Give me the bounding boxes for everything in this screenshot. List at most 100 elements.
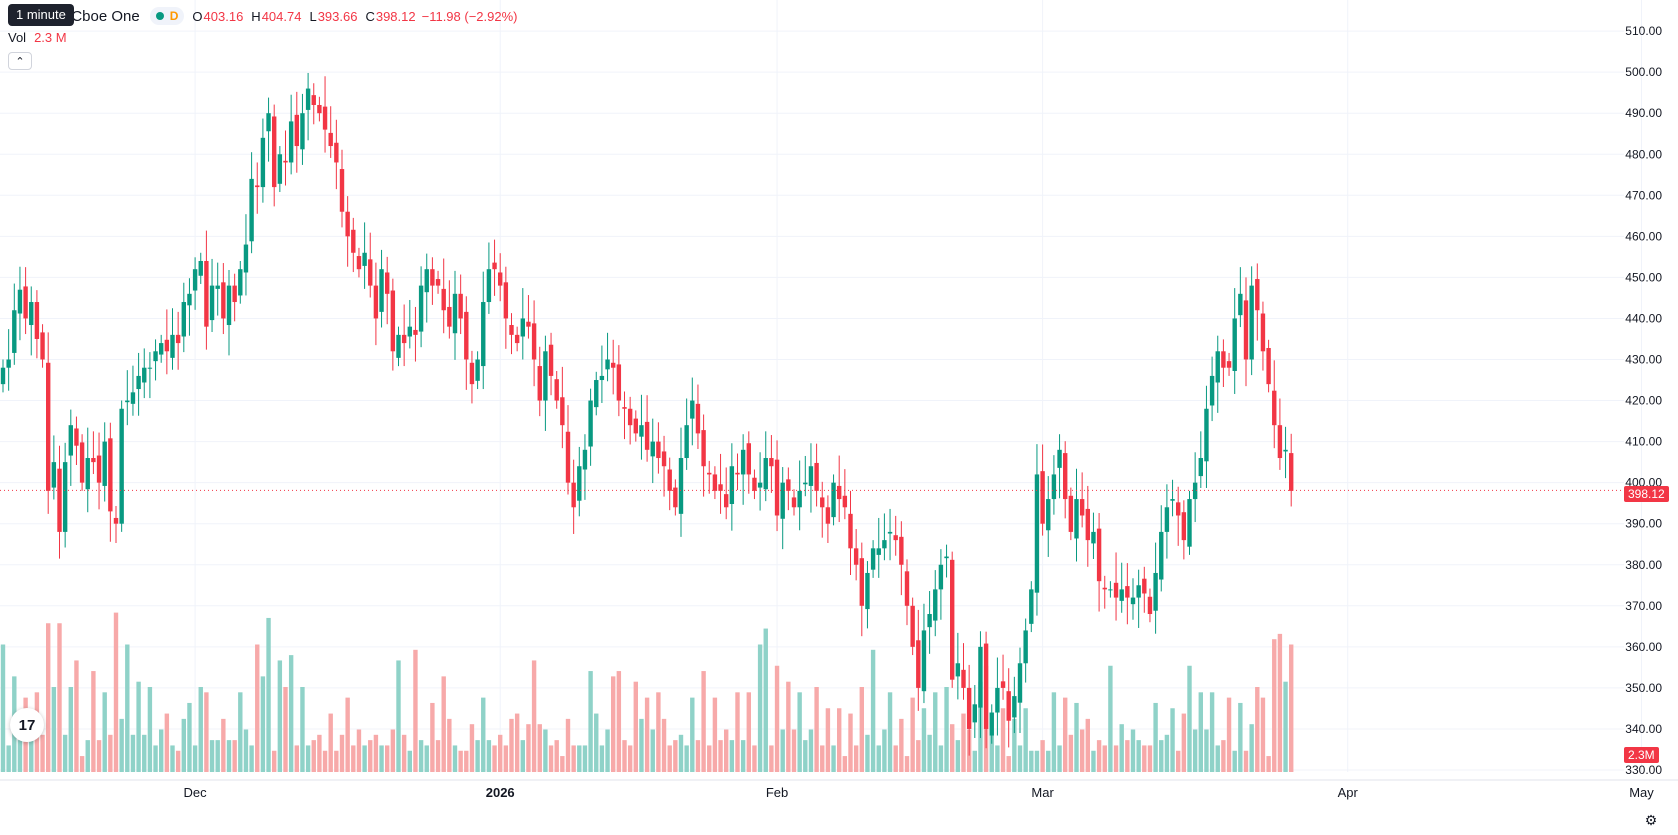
candle-body xyxy=(1153,572,1158,611)
candle-body xyxy=(650,441,655,457)
time-axis[interactable]: Dec 2026 Feb Mar Apr May xyxy=(184,785,1655,800)
market-open-dot-icon xyxy=(155,12,164,20)
volume-bar xyxy=(1187,665,1192,772)
candle-body xyxy=(910,605,915,647)
volume-bar xyxy=(763,628,768,772)
volume-bar xyxy=(503,745,509,772)
candle-body xyxy=(277,154,283,184)
volume-bar xyxy=(113,612,119,772)
volume-bar xyxy=(554,740,559,772)
candle-body xyxy=(311,95,316,105)
price-axis[interactable]: 510.00 500.00 490.00 480.00 470.00 460.00 450.… xyxy=(1625,24,1662,777)
volume-bar xyxy=(667,745,672,772)
candle-body xyxy=(577,466,582,501)
volume-bar xyxy=(334,750,339,772)
volume-bar xyxy=(413,649,418,772)
candle-body xyxy=(673,487,678,508)
volume-bar xyxy=(560,756,565,772)
candle-body xyxy=(978,646,983,708)
volume-bar xyxy=(368,740,373,772)
candle-body xyxy=(955,663,961,677)
candle-body xyxy=(565,431,571,483)
candle-body xyxy=(1000,681,1006,688)
volume-bar xyxy=(1006,756,1011,772)
candle-body xyxy=(153,351,158,362)
candle-body xyxy=(752,477,757,491)
candle-body xyxy=(119,408,124,524)
candle-body xyxy=(209,285,215,321)
candle-body xyxy=(266,113,271,132)
volume-value: 2.3 M xyxy=(34,30,67,45)
volume-bar xyxy=(164,713,170,772)
volume-bar xyxy=(430,702,435,772)
collapse-legend-button[interactable]: ⌃ xyxy=(8,52,32,70)
candle-body xyxy=(407,326,412,337)
candle-body xyxy=(1091,531,1096,544)
volume-bar xyxy=(1249,724,1254,772)
candle-body xyxy=(96,455,102,483)
candle-body xyxy=(362,252,367,266)
volume-bar xyxy=(1040,740,1045,772)
volume-bar xyxy=(198,687,203,772)
gear-icon[interactable]: ⚙ xyxy=(1644,811,1658,828)
candle-body xyxy=(904,571,910,606)
volume-bar xyxy=(995,745,1000,772)
price-tick-label: 440.00 xyxy=(1625,311,1662,325)
grid-lines xyxy=(0,0,1678,781)
volume-bar xyxy=(356,729,362,772)
last-price-tag: 398.12 xyxy=(1624,486,1669,502)
volume-bar xyxy=(876,745,881,772)
candle-body xyxy=(938,564,944,590)
volume-bar xyxy=(147,687,153,772)
volume-bar xyxy=(96,740,102,772)
candle-body xyxy=(950,559,955,680)
candle-body xyxy=(605,359,610,370)
volume-bar xyxy=(458,750,463,772)
volume-bar xyxy=(232,740,237,772)
candle-body xyxy=(243,244,249,273)
tradingview-logo-icon[interactable]: 17 xyxy=(10,708,44,742)
candle-body xyxy=(1159,531,1164,580)
volume-bar xyxy=(170,745,175,772)
candle-body xyxy=(498,272,503,286)
market-status-pill[interactable]: D xyxy=(149,7,185,25)
volume-bar xyxy=(520,740,525,772)
volume-bar xyxy=(882,729,887,772)
volume-bar xyxy=(599,745,605,772)
candle-body xyxy=(373,285,379,319)
volume-bar xyxy=(1063,697,1068,772)
candle-body xyxy=(1006,691,1011,721)
volume-bar xyxy=(1266,756,1271,772)
volume-bar xyxy=(339,734,345,772)
candle-body xyxy=(1192,482,1198,500)
volume-bar xyxy=(582,745,588,772)
high-value: 404.74 xyxy=(261,8,302,24)
candle-body xyxy=(944,556,949,559)
candle-body xyxy=(328,132,333,147)
volume-bar xyxy=(927,734,932,772)
candle-body xyxy=(520,318,525,337)
candle-body xyxy=(616,364,622,401)
volume-bar xyxy=(961,713,966,772)
candle-body xyxy=(1063,453,1068,500)
price-tick-label: 330.00 xyxy=(1625,763,1662,777)
candle-body xyxy=(509,325,514,335)
price-tick-label: 350.00 xyxy=(1625,681,1662,695)
volume-bar xyxy=(396,660,401,772)
volume-bar xyxy=(385,745,390,772)
volume-bar xyxy=(1096,740,1102,772)
candle-body xyxy=(983,643,989,729)
candle-body xyxy=(774,459,780,516)
candle-body xyxy=(1147,596,1153,615)
volume-bar xyxy=(757,644,763,772)
volume-bar xyxy=(464,750,469,772)
candle-body xyxy=(611,362,616,368)
volume-bar xyxy=(243,729,249,772)
volume-bar xyxy=(125,644,130,772)
candle-body xyxy=(379,269,384,312)
candle-body xyxy=(1255,279,1260,311)
price-tick-label: 430.00 xyxy=(1625,353,1662,367)
price-tick-label: 410.00 xyxy=(1625,435,1662,449)
volume-bar xyxy=(1034,750,1040,772)
